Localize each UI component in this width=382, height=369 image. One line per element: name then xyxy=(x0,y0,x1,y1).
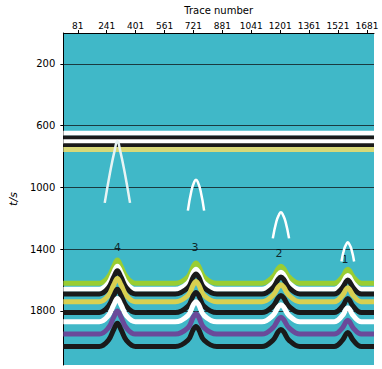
svg-text:200: 200 xyxy=(36,58,55,69)
svg-text:3: 3 xyxy=(192,241,199,254)
svg-text:1521: 1521 xyxy=(327,21,350,31)
svg-text:1361: 1361 xyxy=(298,21,321,31)
svg-text:1400: 1400 xyxy=(30,244,55,255)
svg-text:600: 600 xyxy=(36,120,55,131)
svg-text:721: 721 xyxy=(185,21,202,31)
svg-text:1: 1 xyxy=(341,253,349,267)
svg-text:1000: 1000 xyxy=(30,182,55,193)
svg-text:1201: 1201 xyxy=(269,21,292,31)
svg-text:881: 881 xyxy=(214,21,231,31)
svg-text:401: 401 xyxy=(127,21,144,31)
svg-text:Trace number: Trace number xyxy=(183,5,254,16)
svg-text:4: 4 xyxy=(114,241,121,254)
svg-text:1681: 1681 xyxy=(355,21,378,31)
svg-text:1800: 1800 xyxy=(30,305,55,316)
svg-text:561: 561 xyxy=(156,21,173,31)
svg-text:t/s: t/s xyxy=(7,192,20,206)
svg-text:81: 81 xyxy=(72,21,83,31)
svg-text:2: 2 xyxy=(276,247,283,260)
svg-text:1041: 1041 xyxy=(240,21,263,31)
svg-text:241: 241 xyxy=(98,21,115,31)
